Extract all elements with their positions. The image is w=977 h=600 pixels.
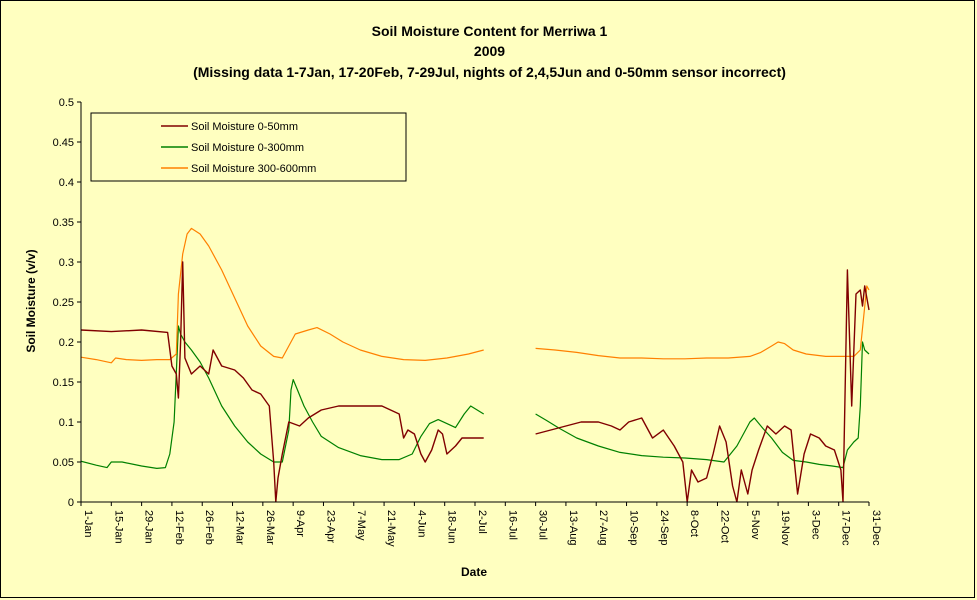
y-tick-label: 0.15 (53, 377, 74, 389)
y-tick-label: 0.1 (59, 417, 74, 429)
x-tick-label: 12-Feb (173, 510, 185, 545)
x-tick-label: 15-Jan (112, 510, 124, 544)
series-line-soil-moisture-0-50mm-seg0 (81, 261, 484, 502)
y-axis: 0 0.05 0.1 0.15 0.2 0.25 0.3 0.35 0.4 0.45 0.5 (53, 97, 82, 509)
x-tick-label: 1-Jan (82, 510, 94, 538)
x-tick-label: 16-Jul (506, 510, 518, 540)
x-tick-label: 31-Dec (870, 510, 882, 546)
y-tick-label: 0 (68, 497, 74, 509)
x-tick-label: 27-Aug (597, 510, 609, 545)
x-tick-label: 30-Jul (537, 510, 549, 540)
x-tick-label: 24-Sep (658, 510, 670, 545)
x-axis-title: Date (461, 565, 487, 579)
y-axis-title: Soil Moisture (v/v) (24, 249, 38, 352)
x-tick-label: 10-Sep (628, 510, 640, 545)
x-tick-label: 23-Apr (324, 510, 336, 543)
x-tick-label: 22-Oct (718, 510, 730, 543)
x-tick-label: 26-Mar (264, 510, 276, 545)
x-tick-label: 26-Feb (203, 510, 215, 545)
y-tick-label: 0.2 (59, 337, 74, 349)
y-tick-label: 0.45 (53, 137, 74, 149)
x-tick-label: 7-May (355, 510, 367, 541)
series-line-soil-moisture-0-300mm-seg1 (535, 341, 870, 469)
x-tick-label: 18-Jun (446, 510, 458, 544)
chart-note: (Missing data 1-7Jan, 17-20Feb, 7-29Jul,… (193, 64, 786, 80)
legend-box (90, 112, 407, 182)
x-tick-label: 19-Nov (779, 510, 791, 546)
legend-label: Soil Moisture 0-50mm (191, 121, 298, 133)
chart-subtitle: 2009 (473, 43, 506, 59)
x-tick-label: 21-May (385, 510, 397, 547)
x-tick-label: 17-Dec (840, 510, 852, 546)
x-tick-label: 3-Dec (809, 510, 821, 540)
x-axis: 1-Jan 15-Jan 29-Jan 12-Feb 26-Feb 12-Mar 26-Ma… (80, 501, 882, 547)
x-tick-label: 9-Apr (294, 510, 306, 537)
legend-label: Soil Moisture 300-600mm (191, 163, 316, 175)
series-line-soil-moisture-0-50mm-seg1 (535, 269, 870, 502)
series-line-soil-moisture-300-600mm-seg1 (535, 285, 870, 360)
y-tick-label: 0.5 (59, 97, 74, 109)
legend-label: Soil Moisture 0-300mm (191, 142, 304, 154)
legend: Soil Moisture 0-50mm Soil Moisture 0-300m… (90, 112, 407, 182)
series-line-soil-moisture-300-600mm-seg0 (81, 227, 484, 364)
x-tick-label: 4-Jun (415, 510, 427, 538)
y-tick-label: 0.4 (59, 177, 74, 189)
x-tick-label: 5-Nov (749, 510, 761, 540)
x-tick-label: 12-Mar (234, 510, 246, 545)
x-tick-label: 2-Jul (476, 510, 488, 534)
series-line-soil-moisture-0-300mm-seg0 (81, 325, 485, 469)
y-tick-label: 0.05 (53, 457, 74, 469)
plot-area (81, 227, 870, 502)
y-tick-label: 0.25 (53, 297, 74, 309)
x-tick-label: 8-Oct (688, 510, 700, 537)
y-tick-label: 0.35 (53, 217, 74, 229)
x-tick-label: 13-Aug (567, 510, 579, 545)
x-tick-label: 29-Jan (143, 510, 155, 544)
y-tick-label: 0.3 (59, 257, 74, 269)
chart-title: Soil Moisture Content for Merriwa 1 (371, 23, 608, 39)
